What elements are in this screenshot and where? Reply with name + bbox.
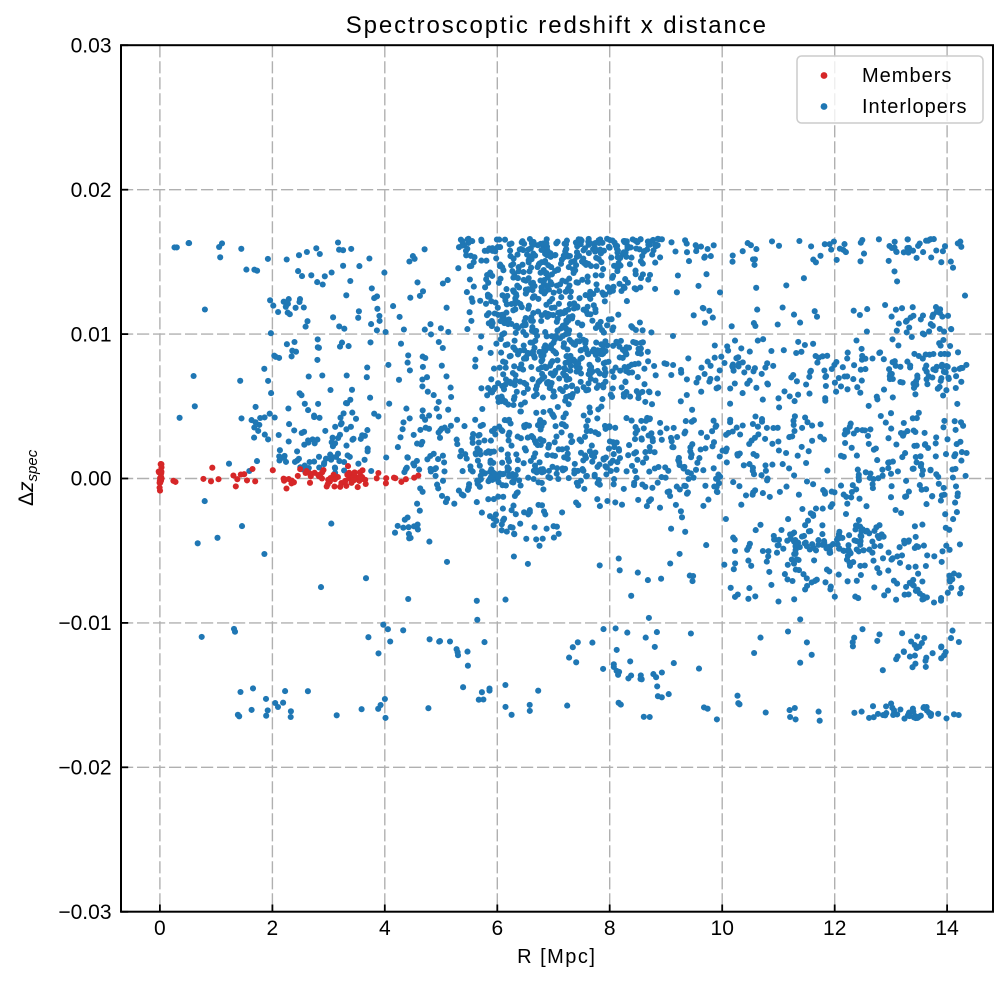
svg-text:8: 8 (604, 917, 616, 940)
svg-text:−0.03: −0.03 (58, 901, 111, 924)
svg-text:R [Mpc]: R [Mpc] (517, 946, 596, 968)
svg-text:0.03: 0.03 (71, 34, 112, 57)
svg-text:4: 4 (379, 917, 391, 940)
svg-text:0.01: 0.01 (71, 323, 112, 346)
svg-text:0.02: 0.02 (71, 179, 112, 202)
svg-text:Members: Members (862, 65, 952, 87)
svg-text:−0.01: −0.01 (58, 612, 111, 635)
svg-text:0: 0 (154, 917, 166, 940)
svg-text:14: 14 (935, 917, 959, 940)
svg-text:0.00: 0.00 (71, 468, 112, 491)
svg-text:10: 10 (711, 917, 734, 940)
svg-text:12: 12 (823, 917, 846, 940)
svg-text:6: 6 (491, 917, 503, 940)
svg-text:−0.02: −0.02 (58, 757, 111, 780)
svg-text:Spectroscoptic redshift x dist: Spectroscoptic redshift x distance (346, 12, 768, 39)
svg-text:2: 2 (267, 917, 279, 940)
svg-text:Interlopers: Interlopers (862, 96, 968, 118)
